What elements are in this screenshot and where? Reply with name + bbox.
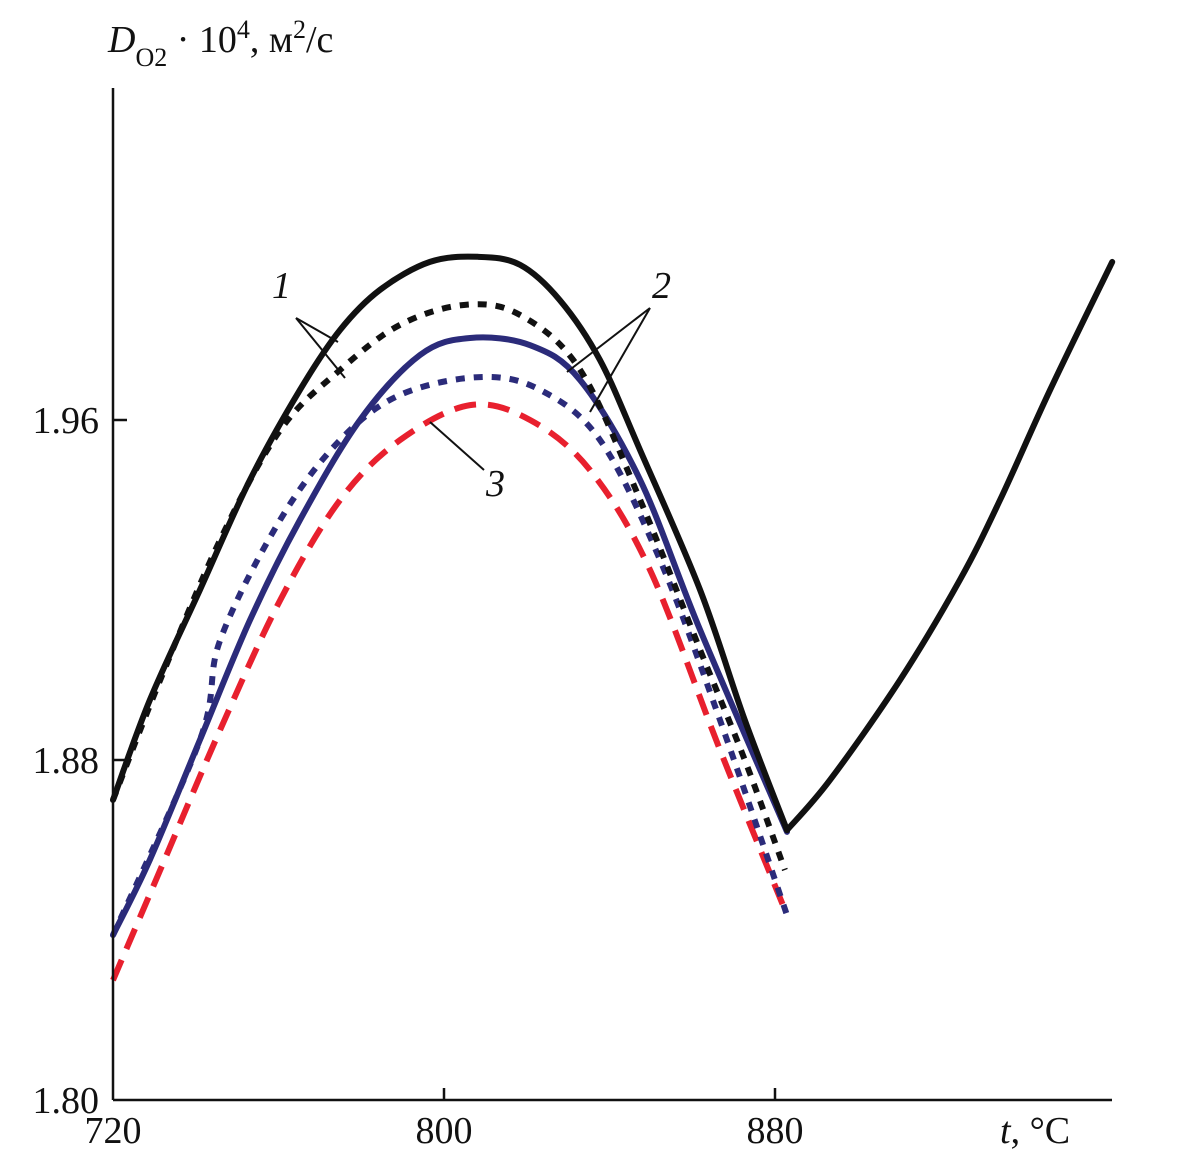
leader-line bbox=[295, 317, 339, 343]
x-tick-label: 880 bbox=[747, 1110, 804, 1152]
annotation-2-label: 2 bbox=[652, 265, 671, 307]
x-tick-label: 720 bbox=[85, 1110, 142, 1152]
y-label-unit-sup: 2 bbox=[293, 15, 306, 44]
x-label-unit: , °C bbox=[1011, 1110, 1071, 1152]
y-tick-label: 1.96 bbox=[33, 400, 100, 442]
leader-line bbox=[295, 317, 346, 379]
y-label-unit-end: /с bbox=[306, 19, 333, 61]
leader-line bbox=[429, 421, 485, 471]
y-label-sup: 4 bbox=[237, 15, 250, 44]
y-tick-label: 1.88 bbox=[33, 740, 100, 782]
x-tick-label: 800 bbox=[416, 1110, 473, 1152]
x-label-var: t bbox=[1000, 1110, 1012, 1152]
annotation-3: 3 bbox=[429, 421, 505, 505]
series-line-1-solid bbox=[783, 258, 1116, 834]
series-layer bbox=[110, 253, 1116, 982]
y-label-main: D bbox=[107, 19, 135, 61]
y-label-rest: · 10 bbox=[167, 19, 237, 61]
leader-line bbox=[566, 307, 651, 373]
series-line-1-solid bbox=[110, 253, 790, 834]
y-tick-label: 1.80 bbox=[33, 1080, 100, 1122]
annotation-2: 2 bbox=[566, 265, 671, 413]
y-label-sub: O2 bbox=[135, 43, 167, 72]
series-line-3-dashed bbox=[110, 401, 790, 982]
series-line-2-dashed bbox=[110, 373, 790, 937]
y-label-unit: , м bbox=[250, 19, 293, 61]
x-axis-label: t, °C bbox=[1000, 1110, 1070, 1152]
leader-line bbox=[589, 307, 651, 413]
y-axis-label: DO2 · 104, м2/с bbox=[107, 15, 333, 72]
tick-layer: 720 800 880 1.80 1.88 1.96 bbox=[33, 400, 804, 1152]
series-line-2-solid bbox=[110, 334, 790, 939]
annotation-1-label: 1 bbox=[272, 265, 291, 307]
annotation-3-label: 3 bbox=[485, 463, 505, 505]
annotation-1: 1 bbox=[272, 265, 346, 379]
